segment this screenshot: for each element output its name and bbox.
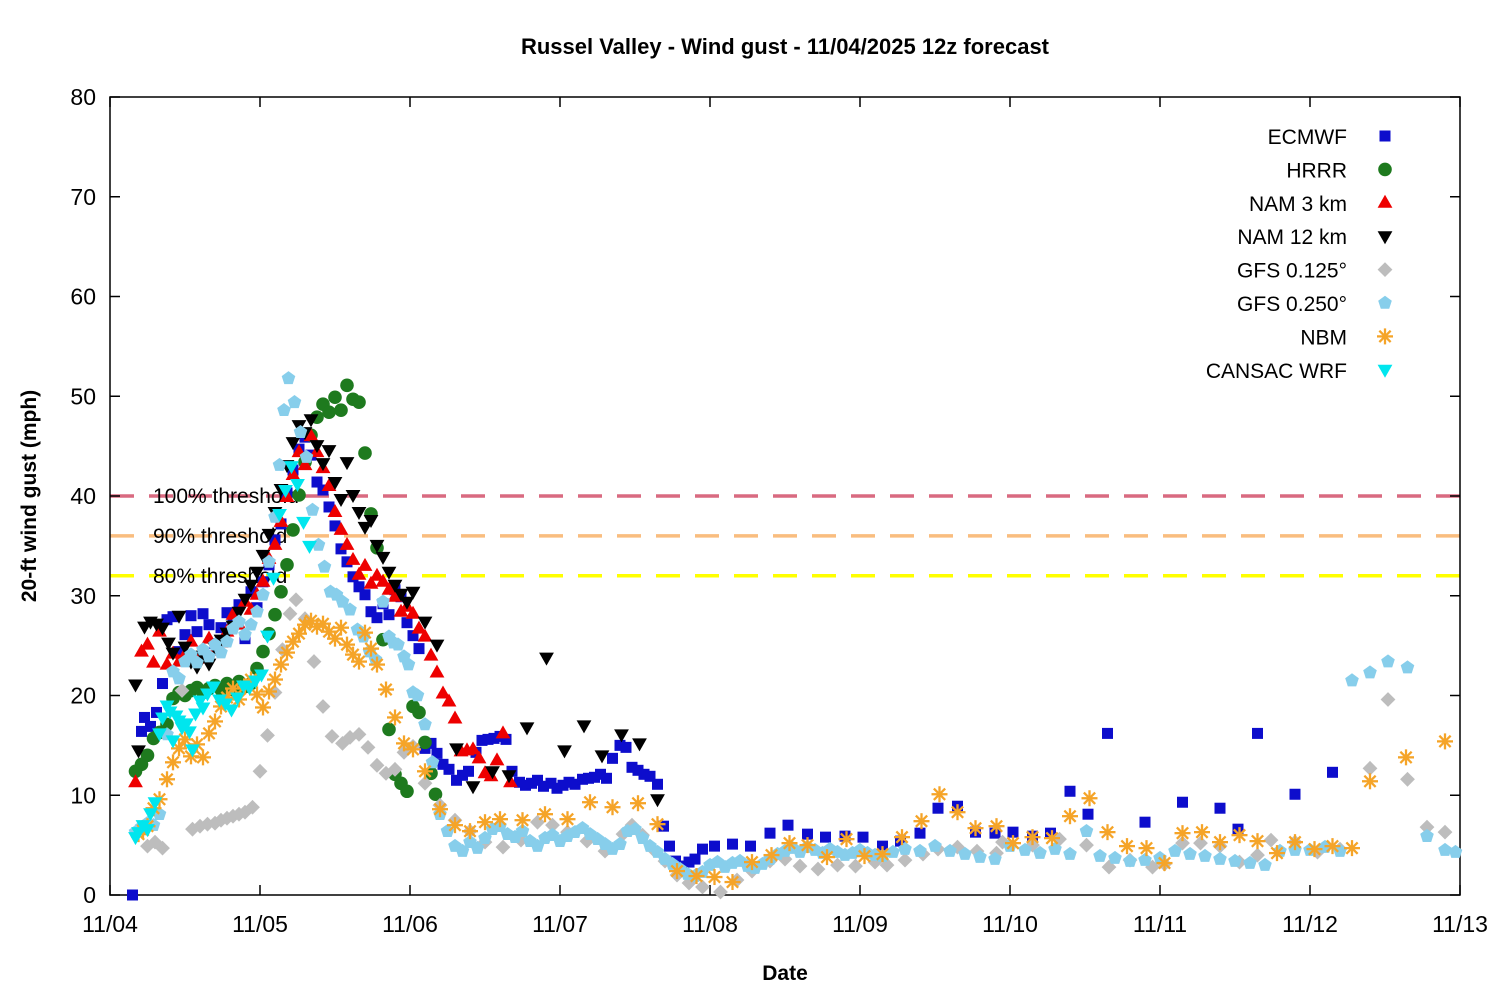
threshold-lines [110, 494, 1460, 578]
series-nam-12-km [128, 414, 665, 808]
legend-item-gfs-0-250-: GFS 0.250° [1237, 293, 1392, 316]
y-axis-title: 20-ft wind gust (mph) [18, 389, 41, 603]
legend-item-nbm: NBM [1300, 326, 1393, 349]
svg-text:11/06: 11/06 [382, 911, 438, 937]
svg-text:11/04: 11/04 [82, 911, 138, 937]
svg-text:CANSAC WRF: CANSAC WRF [1206, 360, 1347, 383]
svg-text:20: 20 [70, 683, 96, 709]
legend: ECMWF HRRR NAM 3 km NAM 12 km GFS 0.125° GFS … [1206, 126, 1393, 383]
svg-text:0: 0 [83, 882, 96, 908]
svg-text:80: 80 [70, 84, 96, 110]
series-ecmwf [127, 431, 1338, 901]
svg-text:GFS 0.125°: GFS 0.125° [1237, 260, 1347, 283]
axis-ticks: 11/04 11/05 11/06 11/07 11/08 11/09 11/10 11/11… [70, 84, 1488, 937]
svg-text:50: 50 [70, 383, 96, 409]
svg-text:11/10: 11/10 [982, 911, 1038, 937]
svg-text:GFS 0.250°: GFS 0.250° [1237, 293, 1347, 316]
svg-text:11/09: 11/09 [832, 911, 888, 937]
legend-item-gfs-0-125-: GFS 0.125° [1237, 260, 1393, 283]
svg-text:40: 40 [70, 483, 96, 509]
legend-item-cansac-wrf: CANSAC WRF [1206, 360, 1393, 383]
svg-text:NBM: NBM [1300, 326, 1347, 349]
svg-text:11/05: 11/05 [232, 911, 288, 937]
legend-item-hrrr: HRRR [1286, 159, 1392, 182]
x-axis-title: Date [762, 962, 808, 985]
svg-text:30: 30 [70, 583, 96, 609]
svg-text:11/07: 11/07 [532, 911, 588, 937]
legend-item-nam-3-km: NAM 3 km [1249, 193, 1393, 216]
svg-text:ECMWF: ECMWF [1268, 126, 1347, 149]
svg-text:70: 70 [70, 184, 96, 210]
svg-text:90% threshold: 90% threshold [153, 525, 287, 548]
legend-item-ecmwf: ECMWF [1268, 126, 1391, 149]
svg-text:11/08: 11/08 [682, 911, 738, 937]
svg-text:10: 10 [70, 782, 96, 808]
legend-item-nam-12-km: NAM 12 km [1237, 226, 1393, 249]
svg-text:60: 60 [70, 284, 96, 310]
series-cansac-wrf [128, 461, 317, 846]
svg-text:NAM 3 km: NAM 3 km [1249, 193, 1347, 216]
svg-text:11/13: 11/13 [1432, 911, 1488, 937]
chart-title: Russel Valley - Wind gust - 11/04/2025 1… [520, 34, 1050, 59]
svg-text:100% threshold: 100% threshold [153, 485, 299, 508]
svg-text:HRRR: HRRR [1286, 159, 1347, 182]
svg-text:NAM 12 km: NAM 12 km [1237, 226, 1347, 249]
svg-text:11/12: 11/12 [1282, 911, 1338, 937]
svg-text:11/11: 11/11 [1133, 911, 1187, 937]
